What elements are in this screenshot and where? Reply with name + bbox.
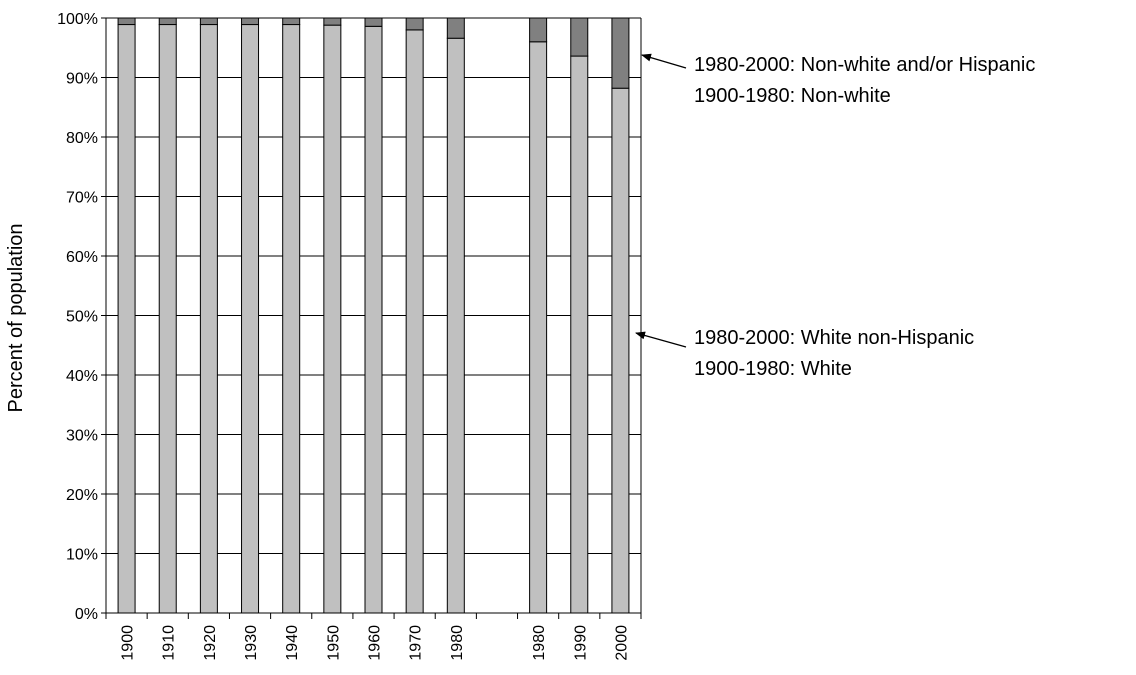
annotation-nonwhite-line-1: 1980-2000: Non-white and/or Hispanic (694, 54, 1035, 76)
bar-segment-nonwhite (323, 17, 342, 26)
x-tick-label: 1980 (449, 625, 466, 661)
bar-segment-white (611, 87, 630, 614)
bar-segment-white (323, 24, 342, 614)
bar-segment-white (405, 29, 424, 614)
x-tick-label: 1980 (531, 625, 548, 661)
y-tick-label: 0% (75, 606, 98, 623)
y-tick-label: 50% (66, 309, 98, 326)
y-tick-label: 10% (66, 547, 98, 564)
x-tick-label: 1950 (325, 625, 342, 661)
bar-segment-nonwhite (117, 17, 136, 26)
bar-segment-nonwhite (446, 17, 465, 39)
y-tick-label: 100% (57, 11, 98, 28)
y-tick-labels: 0% 10% 20% 30% 40% 50% 60% 70% 80% 90% 100% (57, 11, 98, 623)
x-tick-label: 1930 (243, 625, 260, 661)
x-tick-label: 2000 (613, 625, 630, 661)
annotation-nonwhite-line-2: 1900-1980: Non-white (694, 85, 891, 107)
annotation-white-line-1: 1980-2000: White non-Hispanic (694, 327, 974, 349)
x-tick-label: 1970 (408, 625, 425, 661)
bar-segment-white (570, 55, 589, 614)
x-tick-label: 1990 (572, 625, 589, 661)
bar-segment-white (282, 24, 301, 614)
bar-segment-nonwhite (199, 17, 218, 26)
x-tick-label: 1960 (367, 625, 384, 661)
y-tick-label: 70% (66, 190, 98, 207)
x-tick-label: 1940 (284, 625, 301, 661)
y-tick-label: 40% (66, 368, 98, 385)
y-tick-label: 90% (66, 71, 98, 88)
axes (101, 17, 642, 619)
bar-segment-white (241, 24, 260, 614)
annotation-white-line-2: 1900-1980: White (694, 358, 852, 380)
bars (117, 17, 630, 614)
x-tick-label: 1910 (161, 625, 178, 661)
bar-segment-nonwhite (529, 17, 548, 43)
y-tick-label: 80% (66, 130, 98, 147)
bar-segment-nonwhite (282, 17, 301, 26)
bar-segment-white (117, 24, 136, 614)
bar-segment-white (364, 25, 383, 614)
y-axis-label: Percent of population (5, 223, 27, 412)
bar-segment-white (199, 24, 218, 614)
x-tick-label: 1900 (120, 625, 137, 661)
y-tick-label: 30% (66, 428, 98, 445)
bar-segment-nonwhite (611, 17, 630, 89)
bar-segment-nonwhite (241, 17, 260, 26)
x-tick-labels: 1900 1910 1920 1930 1940 1950 1960 1970 1980 1980… (120, 625, 631, 661)
x-tick-label: 1920 (202, 625, 219, 661)
bar-segment-nonwhite (570, 17, 589, 57)
bar-segment-white (529, 41, 548, 614)
annotation-arrow-white (635, 331, 687, 348)
annotation-arrow-nonwhite (641, 53, 687, 69)
bar-segment-nonwhite (405, 17, 424, 31)
bar-segment-nonwhite (364, 17, 383, 27)
bar-segment-white (446, 37, 465, 614)
y-tick-label: 60% (66, 249, 98, 266)
bar-segment-white (158, 24, 177, 614)
bar-segment-nonwhite (158, 17, 177, 26)
y-tick-label: 20% (66, 487, 98, 504)
